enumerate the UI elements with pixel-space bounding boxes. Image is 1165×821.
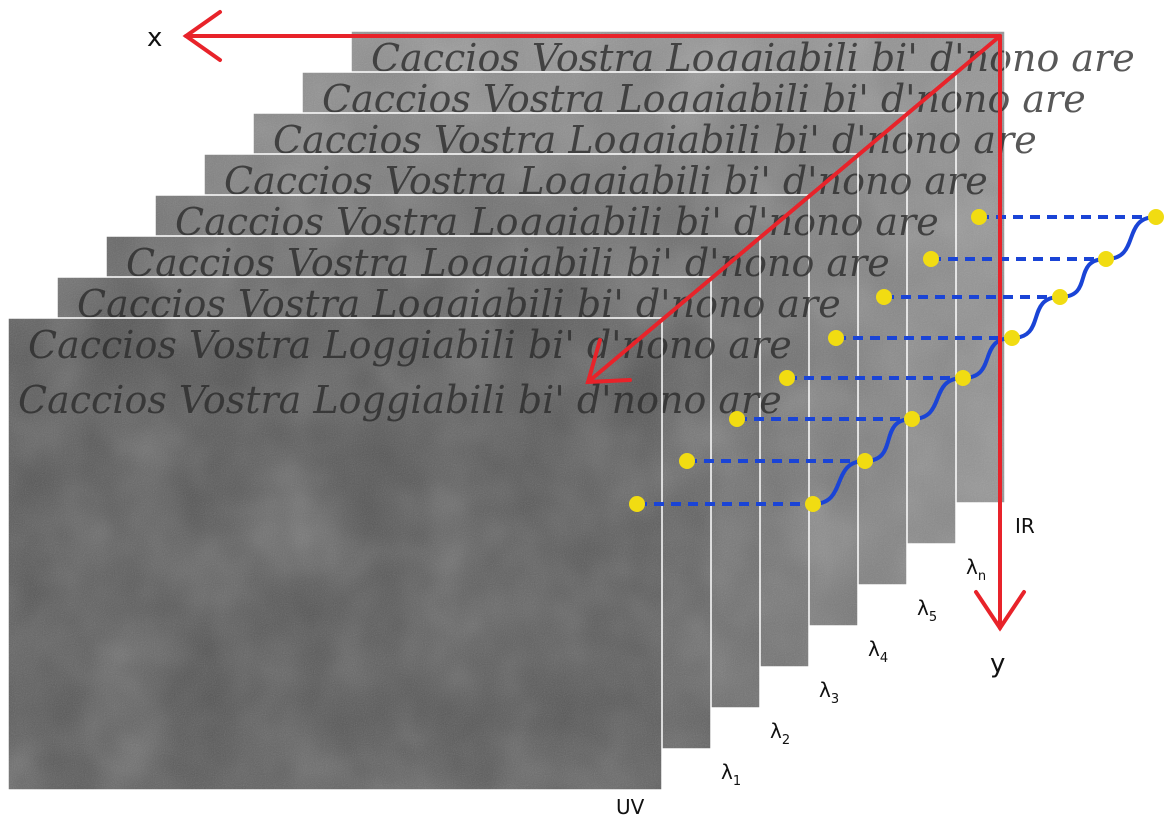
yellow-dot-icon <box>955 370 971 386</box>
yellow-dot-icon <box>828 330 844 346</box>
band-label-l2: λ2 <box>770 719 790 748</box>
yellow-dot-icon <box>876 289 892 305</box>
yellow-dot-icon <box>729 411 745 427</box>
yellow-dot-icon <box>1004 330 1020 346</box>
axes-group: xy <box>147 10 1026 679</box>
red-arrow-icon <box>182 10 222 62</box>
band-label-l4: λ4 <box>868 637 888 666</box>
yellow-dot-icon <box>857 453 873 469</box>
band-label-ln: λn <box>966 555 986 584</box>
red-arrow-icon <box>974 590 1026 632</box>
red-arrow-icon <box>585 338 632 385</box>
band-label-l1: λ1 <box>721 760 741 789</box>
yellow-dot-icon <box>904 411 920 427</box>
band-label-ir: IR <box>1015 514 1035 538</box>
band-label-uv: UV <box>616 795 645 819</box>
y-axis-label: y <box>990 649 1005 679</box>
x-axis-label: x <box>147 23 162 53</box>
yellow-dot-icon <box>679 453 695 469</box>
yellow-dot-icon <box>805 496 821 512</box>
yellow-dot-icon <box>971 209 987 225</box>
yellow-dot-icon <box>923 251 939 267</box>
yellow-dot-icon <box>1148 209 1164 225</box>
spectral-image-layers: Caccios Vostra Loggiabili bi' d'nono are… <box>7 30 1135 791</box>
band-labels: IR λn λ5 λ4 λ3 λ2 λ1 UV <box>616 514 1035 819</box>
band-label-l5: λ5 <box>917 596 937 625</box>
spectrum-curve <box>812 215 1157 506</box>
band-label-l3: λ3 <box>819 678 839 707</box>
spectrum-plot <box>629 209 1164 512</box>
yellow-dot-icon <box>1052 289 1068 305</box>
manuscript-handwriting: Caccios Vostra Loggiabili bi' d'nono are <box>28 323 792 367</box>
yellow-dot-icon <box>779 370 795 386</box>
spectral-axis-line <box>586 34 1002 384</box>
band-layer-uv: Caccios Vostra Loggiabili bi' d'nono are… <box>7 317 792 791</box>
yellow-dot-icon <box>1098 251 1114 267</box>
manuscript-handwriting-faint: Caccios Vostra Loggiabili bi' d'nono are <box>18 378 782 422</box>
yellow-dot-icon <box>629 496 645 512</box>
